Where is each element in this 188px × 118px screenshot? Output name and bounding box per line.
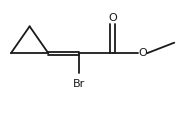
Text: O: O xyxy=(138,48,147,58)
Text: O: O xyxy=(108,13,117,23)
Text: Br: Br xyxy=(73,79,85,89)
